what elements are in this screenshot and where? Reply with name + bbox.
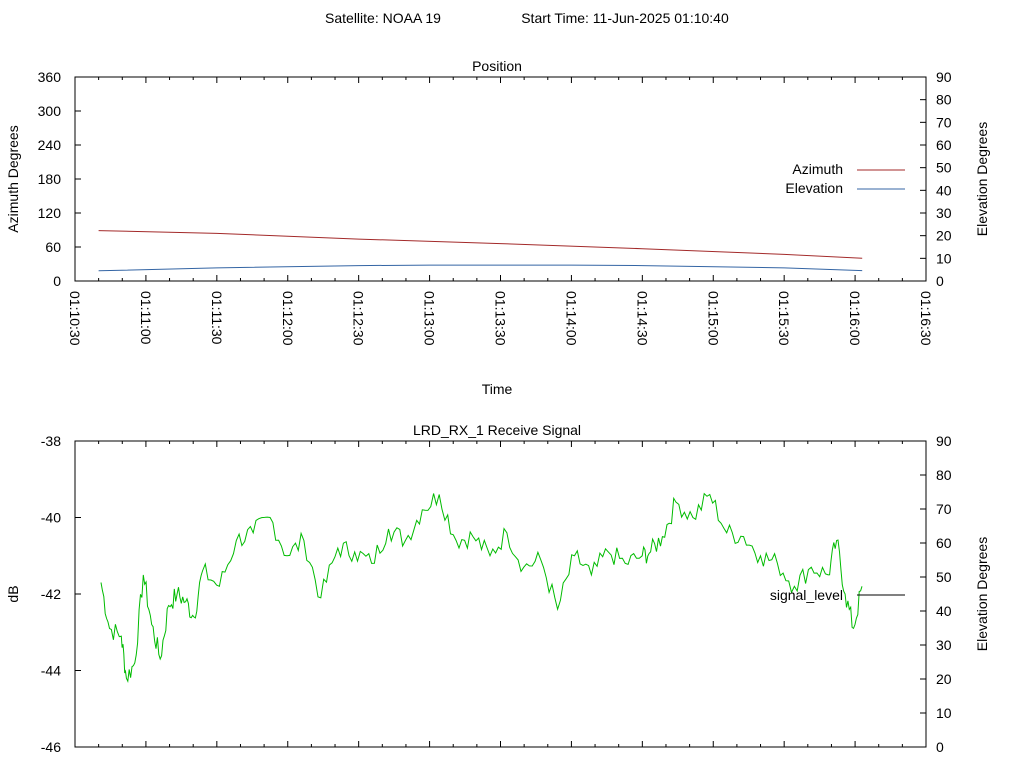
position-chart: Position Azimuth Degrees Elevation Degre… [5, 58, 990, 397]
figure-header: Satellite: NOAA 19 Start Time: 11-Jun-20… [325, 10, 729, 26]
position-x-tick-label: 01:10:30 [67, 291, 83, 346]
position-y2-ticks: 0 10 20 30 40 50 60 70 80 90 [920, 69, 952, 289]
signal-x-ticks [98, 441, 903, 747]
position-y-ticks: 0 60 120 180 240 300 360 [38, 69, 81, 289]
signal-y2-ticks: 0 10 20 30 40 50 60 70 80 90 [920, 433, 952, 755]
position-x-tick-label: 01:11:00 [138, 291, 154, 345]
signal-y-axis-label: dB [5, 585, 21, 602]
legend-label-signal-level: signal_level [770, 587, 843, 603]
signal-y-tick-label: -42 [41, 586, 61, 602]
position-plot-frame [74, 76, 927, 282]
position-y-tick-label: 300 [38, 103, 62, 119]
position-x-tick-label: 01:12:30 [351, 291, 367, 346]
position-x-tick-label: 01:15:00 [705, 291, 721, 346]
position-y2-tick-label: 90 [936, 69, 952, 85]
position-x-tick-label: 01:11:30 [209, 291, 225, 345]
position-x-tick-label: 01:16:30 [918, 291, 934, 346]
signal-y2-tick-label: 80 [936, 467, 952, 483]
signal-y2-tick-label: 60 [936, 535, 952, 551]
position-x-tick-label: 01:13:00 [422, 291, 438, 346]
satellite-label: Satellite: NOAA 19 [325, 10, 441, 26]
legend-label-azimuth: Azimuth [792, 161, 843, 177]
position-y-tick-label: 360 [38, 69, 62, 85]
position-x-axis-label: Time [482, 381, 513, 397]
signal-y2-tick-label: 70 [936, 501, 952, 517]
position-y-tick-label: 120 [38, 205, 62, 221]
signal-y2-tick-label: 50 [936, 569, 952, 585]
position-y2-axis-label: Elevation Degrees [974, 122, 990, 236]
position-y-tick-label: 240 [38, 137, 62, 153]
series-line-signal-level [100, 492, 863, 684]
start-time-label: Start Time: 11-Jun-2025 01:10:40 [521, 10, 729, 26]
signal-y-ticks: -46 -44 -42 -40 -38 [41, 433, 81, 755]
series-line-elevation [98, 264, 863, 272]
signal-y2-tick-label: 10 [936, 705, 952, 721]
position-y-tick-label: 60 [45, 239, 61, 255]
position-x-ticks: 01:10:30 01:11:00 01:11:30 01:12:00 01:12:30… [67, 77, 934, 346]
signal-y-tick-label: -46 [41, 739, 61, 755]
position-y2-tick-label: 10 [936, 250, 952, 266]
signal-y2-tick-label: 0 [936, 739, 944, 755]
legend-label-elevation: Elevation [785, 180, 843, 196]
signal-chart-title: LRD_RX_1 Receive Signal [413, 422, 581, 438]
position-y2-tick-label: 50 [936, 160, 952, 176]
signal-y2-tick-label: 40 [936, 603, 952, 619]
position-y-axis-label: Azimuth Degrees [5, 125, 21, 232]
position-x-tick-label: 01:16:00 [847, 291, 863, 346]
signal-y2-tick-label: 90 [936, 433, 952, 449]
signal-y-tick-label: -38 [41, 433, 61, 449]
position-y2-tick-label: 0 [936, 273, 944, 289]
position-x-tick-label: 01:15:30 [776, 291, 792, 346]
position-chart-title: Position [472, 58, 522, 74]
position-y2-tick-label: 20 [936, 228, 952, 244]
position-series [98, 230, 863, 272]
position-y2-tick-label: 40 [936, 182, 952, 198]
position-legend: Azimuth Elevation [785, 161, 905, 196]
signal-y-tick-label: -40 [41, 510, 61, 526]
position-x-tick-label: 01:12:00 [280, 291, 296, 346]
signal-legend: signal_level [770, 587, 905, 603]
signal-y2-tick-label: 20 [936, 671, 952, 687]
position-y-tick-label: 0 [53, 273, 61, 289]
position-y2-tick-label: 70 [936, 114, 952, 130]
series-line-azimuth [98, 230, 863, 259]
signal-y-tick-label: -44 [41, 663, 61, 679]
position-y2-tick-label: 80 [936, 92, 952, 108]
signal-y2-tick-label: 30 [936, 637, 952, 653]
position-x-tick-label: 01:13:30 [493, 291, 509, 346]
signal-chart: LRD_RX_1 Receive Signal dB Elevation Deg… [5, 422, 990, 755]
signal-y2-axis-label: Elevation Degrees [974, 537, 990, 651]
position-y-tick-label: 180 [38, 171, 62, 187]
position-y2-tick-label: 60 [936, 137, 952, 153]
position-x-tick-label: 01:14:00 [563, 291, 579, 346]
position-x-tick-label: 01:14:30 [634, 291, 650, 346]
signal-series [100, 492, 863, 684]
position-y2-tick-label: 30 [936, 205, 952, 221]
